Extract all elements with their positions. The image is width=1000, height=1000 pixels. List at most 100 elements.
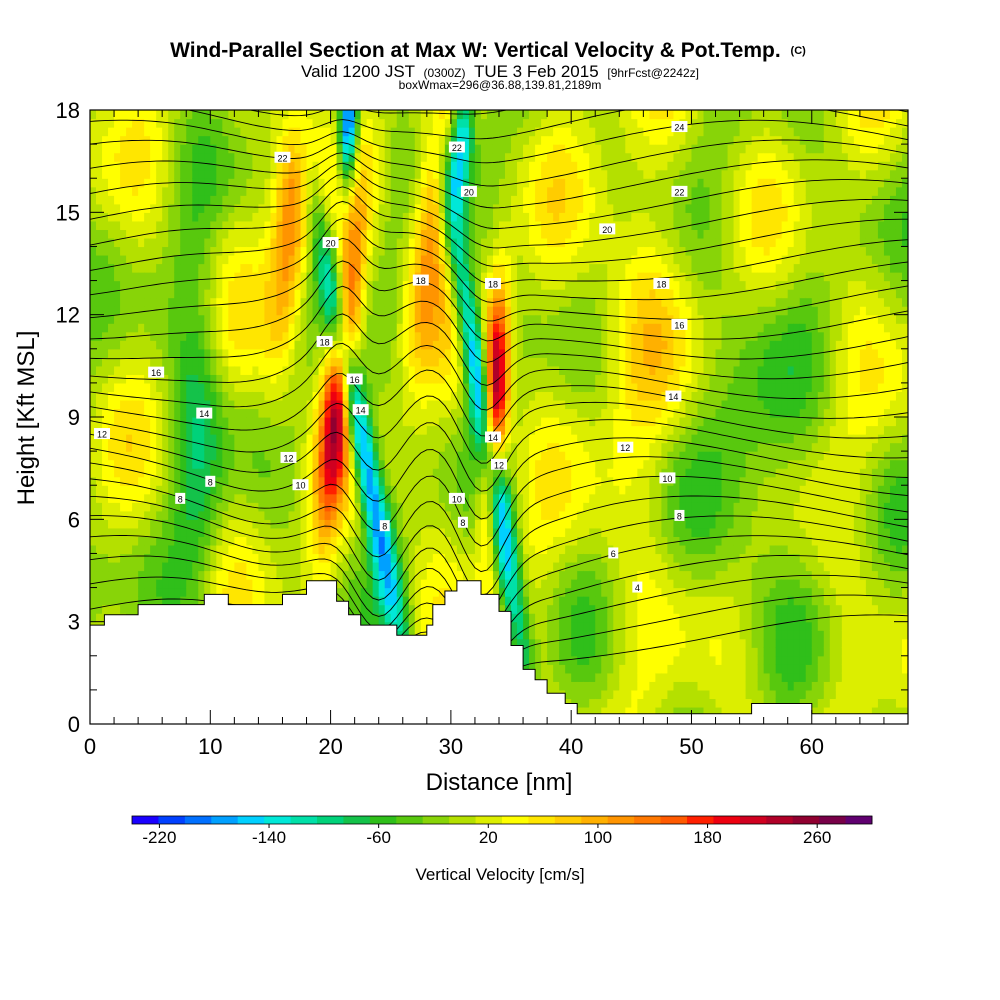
field-cell [132,229,139,239]
field-cell [138,348,145,358]
field-cell [228,536,235,546]
field-cell [372,587,380,597]
field-cell [132,459,139,469]
field-cell [300,306,308,316]
field-cell [342,237,350,248]
field-cell [444,417,452,427]
field-cell [378,161,386,171]
field-cell [288,135,296,145]
field-cell [414,246,422,256]
field-cell [138,229,145,239]
field-cell [456,152,464,162]
field-cell [204,144,211,154]
field-cell [414,135,422,145]
field-cell [312,152,320,162]
field-cell [162,135,169,145]
field-cell [264,127,272,137]
field-cell [264,254,272,265]
field-cell [162,331,169,341]
field-cell [276,289,284,299]
field-cell [420,579,428,589]
field-cell [252,331,260,341]
field-cell [156,459,163,469]
field-cell [204,587,211,597]
field-cell [270,536,278,546]
field-cell [126,510,133,520]
field-cell [174,399,181,410]
field-cell [444,519,452,529]
field-cell [108,536,115,546]
field-cell [486,579,494,589]
field-cell [438,169,446,179]
field-cell [132,237,139,248]
field-cell [336,502,344,512]
field-cell [336,306,344,316]
field-cell [336,493,344,503]
field-cell [324,186,332,196]
field-cell [468,280,476,290]
field-cell [210,323,217,333]
field-cell [499,365,506,375]
field-cell [120,263,127,273]
field-cell [324,391,332,401]
field-cell [468,502,476,512]
field-cell [378,374,386,384]
field-cell [318,195,326,205]
field-cell [114,152,121,162]
field-cell [336,596,344,606]
field-cell [462,365,470,375]
field-cell [396,536,404,546]
field-cell [396,195,404,205]
field-cell [150,544,157,555]
field-cell [114,237,121,248]
field-cell [486,220,494,230]
field-cell [384,485,392,495]
field-cell [486,348,494,358]
field-cell [276,135,284,145]
field-cell [156,544,163,555]
field-cell [264,186,272,196]
field-cell [264,570,272,580]
field-cell [426,434,434,444]
field-cell [462,127,470,137]
field-cell [186,519,193,529]
field-cell [96,220,103,230]
field-cell [300,212,308,222]
field-cell [288,340,296,350]
field-cell [168,280,175,290]
field-cell [216,485,223,495]
field-cell [246,493,253,503]
field-cell [499,544,506,555]
field-cell [168,135,175,145]
field-cell [306,476,314,486]
field-cell [186,118,193,128]
field-cell [258,110,266,120]
field-cell [120,178,127,188]
field-cell [132,579,139,589]
field-cell [198,417,205,427]
field-cell [390,272,398,282]
field-cell [384,331,392,341]
field-cell [246,306,253,316]
field-cell [360,186,368,196]
field-cell [480,314,488,324]
field-cell [384,408,392,418]
field-cell [174,348,181,358]
field-cell [252,306,260,316]
field-cell [144,289,151,299]
field-cell [174,314,181,324]
field-cell [108,596,115,606]
field-cell [420,425,428,435]
field-cell [156,203,163,213]
field-cell [264,323,272,333]
field-cell [330,425,338,435]
field-cell [246,263,253,273]
field-cell [270,399,278,410]
field-cell [192,110,199,120]
field-cell [234,195,241,205]
field-cell [234,254,241,265]
field-cell [168,561,175,572]
field-cell [252,289,260,299]
field-cell [144,553,151,563]
field-cell [204,527,211,537]
